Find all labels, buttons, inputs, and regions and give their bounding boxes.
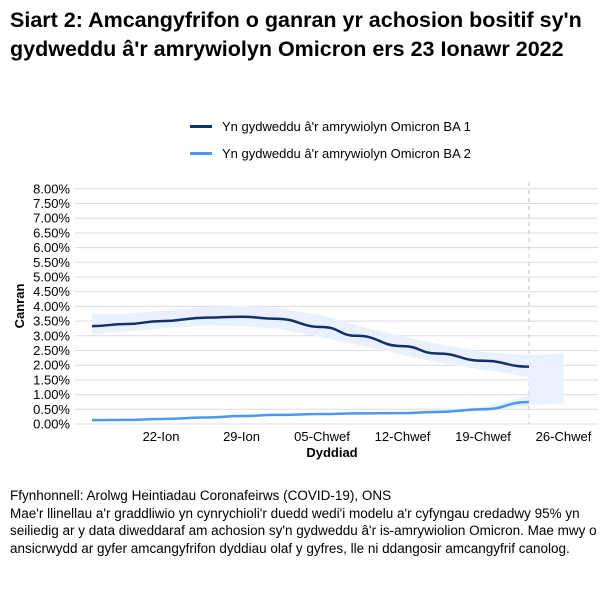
y-tick-label: 1.00% <box>33 387 70 402</box>
x-tick-label: 26-Chwef <box>536 429 592 444</box>
y-tick-label: 3.00% <box>33 328 70 343</box>
legend-label: Yn gydweddu â'r amrywiolyn Omicron BA 2 <box>222 146 471 161</box>
y-tick-label: 4.50% <box>33 284 70 299</box>
x-tick-label: 05-Chwef <box>294 429 350 444</box>
legend-swatch <box>190 125 212 128</box>
footnote: Ffynhonnell: Arolwg Heintiadau Coronafei… <box>10 487 605 557</box>
y-tick-label: 4.00% <box>33 299 70 314</box>
y-axis-label: Canran <box>12 284 27 329</box>
legend-item-ba1: Yn gydweddu â'r amrywiolyn Omicron BA 1 <box>190 119 471 134</box>
y-tick-label: 6.50% <box>33 225 70 240</box>
series-line-1 <box>91 315 530 368</box>
legend-item-ba2: Yn gydweddu â'r amrywiolyn Omicron BA 2 <box>190 146 471 161</box>
extension-band <box>529 353 564 405</box>
confidence-band-1 <box>92 305 529 377</box>
y-tick-label: 7.50% <box>33 196 70 211</box>
y-tick-label: 6.00% <box>33 240 70 255</box>
legend-label: Yn gydweddu â'r amrywiolyn Omicron BA 1 <box>222 119 471 134</box>
y-tick-label: 0.50% <box>33 402 70 417</box>
y-tick-label: 8.00% <box>33 181 70 196</box>
x-tick-label: 19-Chwef <box>455 429 511 444</box>
x-tick-label: 22-Ion <box>143 429 180 444</box>
source-text: Ffynhonnell: Arolwg Heintiadau Coronafei… <box>10 488 392 503</box>
y-tick-label: 5.00% <box>33 270 70 285</box>
note-text: Mae'r llinellau a'r graddliwio yn cynryc… <box>10 505 597 556</box>
x-tick-label: 29-Ion <box>223 429 260 444</box>
y-tick-label: 7.00% <box>33 211 70 226</box>
x-tick-label: 12-Chwef <box>375 429 431 444</box>
y-tick-label: 2.50% <box>33 343 70 358</box>
y-tick-label: 2.00% <box>33 358 70 373</box>
y-tick-label: 0.00% <box>33 417 70 432</box>
plot-area: Canran Dyddiad 0.00%0.50%1.00%1.50%2.00%… <box>12 181 598 460</box>
chart-title: Siart 2: Amcangyfrifon o ganran yr achos… <box>10 8 582 61</box>
confidence-band-2 <box>92 396 529 422</box>
legend-swatch <box>190 152 212 155</box>
series-line-2 <box>91 400 530 422</box>
y-tick-label: 1.50% <box>33 372 70 387</box>
y-tick-label: 3.50% <box>33 314 70 329</box>
x-axis-label: Dyddiad <box>306 445 357 460</box>
y-tick-label: 5.50% <box>33 255 70 270</box>
